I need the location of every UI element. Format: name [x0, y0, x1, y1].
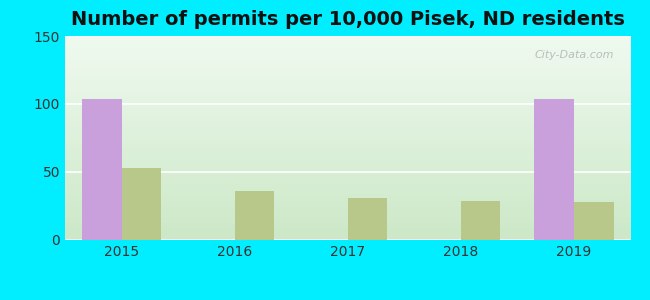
Bar [348, 198, 387, 240]
Bar [82, 99, 122, 240]
Bar [461, 201, 500, 240]
Bar [574, 202, 614, 240]
Bar [534, 99, 574, 240]
Bar [122, 168, 161, 240]
Text: City-Data.com: City-Data.com [534, 50, 614, 60]
Title: Number of permits per 10,000 Pisek, ND residents: Number of permits per 10,000 Pisek, ND r… [71, 10, 625, 29]
Bar [235, 191, 274, 240]
